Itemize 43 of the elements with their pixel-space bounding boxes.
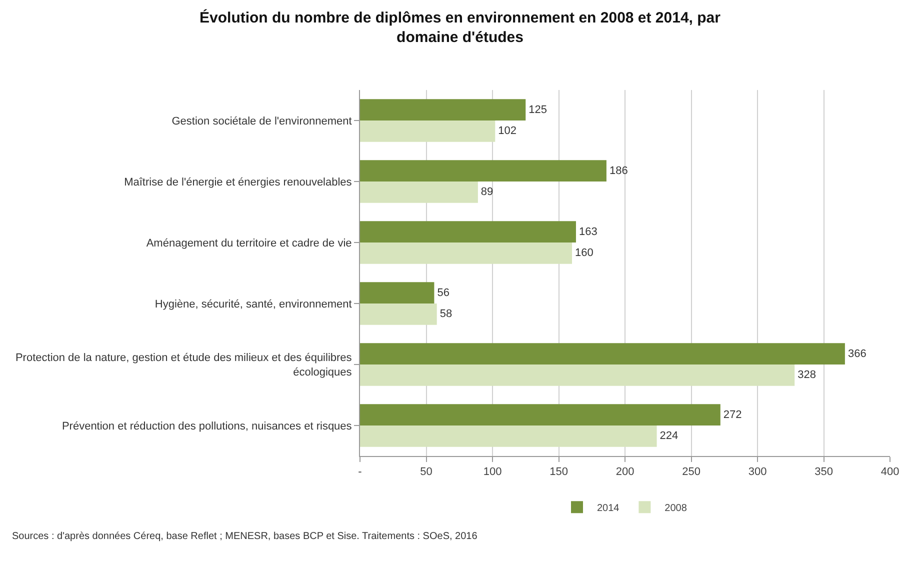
data-label: 328 — [798, 369, 816, 382]
bar — [360, 221, 576, 242]
x-tick-label: - — [358, 466, 362, 478]
x-tick-label: 50 — [420, 466, 432, 478]
bar — [360, 364, 795, 386]
bar — [360, 426, 657, 447]
x-tick-label: 150 — [550, 466, 568, 478]
data-label: 58 — [440, 308, 452, 320]
bar — [360, 160, 606, 182]
data-label: 102 — [498, 125, 517, 138]
bar — [360, 404, 720, 426]
y-tick-label: Prévention et réduction des pollutions, nuisances et risques — [62, 420, 352, 432]
data-label: 125 — [528, 104, 547, 116]
bar — [360, 242, 572, 264]
data-label: 56 — [437, 286, 450, 299]
y-tick-label: Maîtrise de l'énergie et énergies renouvelables — [124, 176, 352, 188]
bar — [360, 282, 434, 304]
legend-label: 2014 — [597, 503, 620, 514]
data-label: 224 — [660, 430, 678, 442]
data-label: 272 — [723, 408, 742, 421]
x-tick-label: 200 — [616, 466, 634, 478]
bar — [360, 120, 496, 142]
x-tick-label: 300 — [748, 466, 767, 478]
y-tick-label: Gestion sociétale de l'environnement — [172, 115, 352, 128]
y-tick-label: Hygiène, sécurité, santé, environnement — [154, 298, 352, 310]
x-tick-label: 400 — [880, 466, 900, 478]
bar — [360, 182, 478, 203]
data-label: 186 — [609, 164, 628, 177]
x-tick-label: 350 — [814, 466, 833, 478]
chart-title: Évolution du nombre de diplômes en environnement en 2008 et 2014, par domaine d'études — [200, 8, 721, 46]
legend-label: 2008 — [664, 503, 688, 514]
x-tick-label: 100 — [483, 466, 502, 478]
bar — [360, 343, 845, 364]
bar — [360, 304, 437, 325]
data-label: 366 — [848, 348, 866, 360]
y-tick-label: Protection de la nature, gestion et étude des milieux et des équilibres écologiques — [15, 352, 352, 378]
source-note: Sources : d'après données Céreq, base Reflet ; MENESR, bases BCP et Sise. Traitements : SOeS, 2016 — [12, 531, 478, 542]
data-label: 163 — [578, 226, 598, 238]
data-label: 160 — [575, 247, 594, 260]
x-tick-label: 250 — [682, 466, 700, 478]
bar — [360, 99, 526, 120]
data-label: 89 — [480, 186, 494, 198]
y-tick-label: Aménagement du territoire et cadre de vie — [146, 237, 352, 250]
